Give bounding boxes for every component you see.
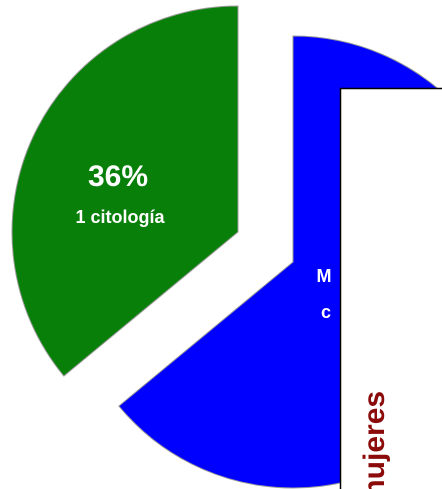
side-label: mujeres (358, 391, 391, 489)
legend-box (339, 87, 442, 489)
pie-slice (11, 5, 239, 377)
slice-value-label: 36% (88, 160, 148, 193)
slice-category-label: 1 citología (75, 207, 165, 227)
slice-annotation: M (317, 266, 332, 286)
slice-annotation: c (321, 302, 331, 322)
